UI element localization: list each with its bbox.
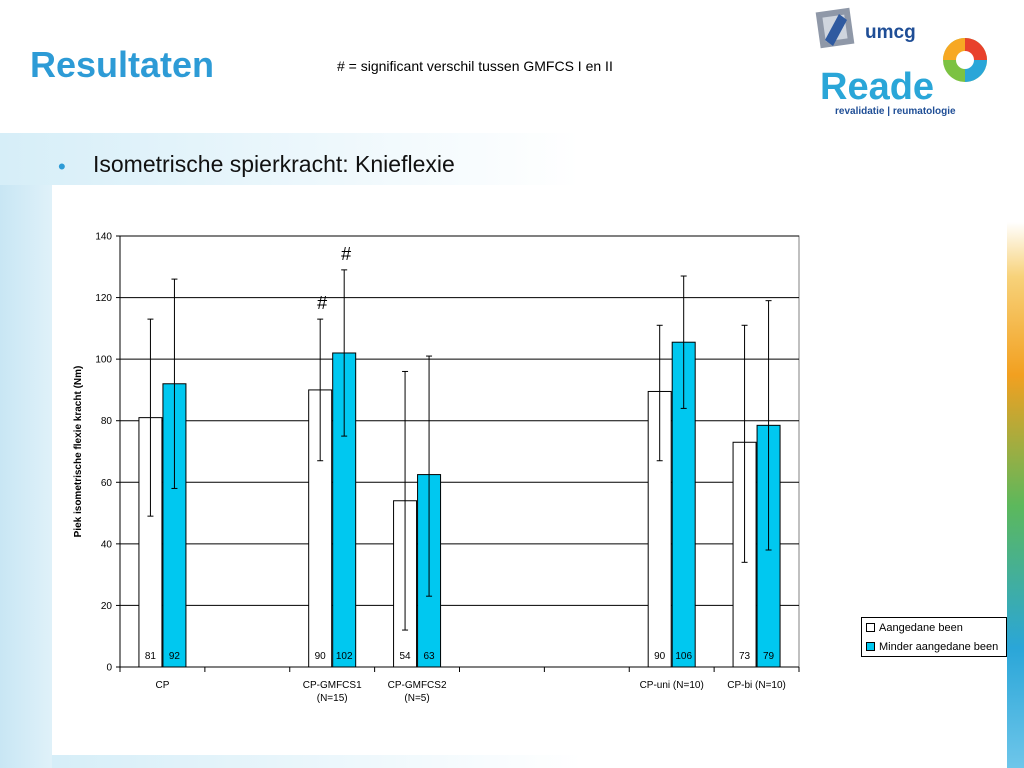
legend-item-aangedane: Aangedane been — [866, 622, 963, 634]
bar-chart: 0 20 40 60 80 100 120 140 CP CP-GMFCS1 (N=15) CP-GM… — [73, 232, 800, 704]
data-label: 102 — [336, 651, 353, 662]
x-tick-label: CP-GMFCS1 — [303, 680, 362, 691]
x-tick-label: (N=5) — [404, 693, 429, 704]
x-tick-label: CP-GMFCS2 — [388, 680, 447, 691]
y-tick-label: 140 — [95, 232, 112, 243]
data-label: 106 — [675, 651, 692, 662]
slide-title: Resultaten — [30, 44, 215, 85]
data-label: 81 — [145, 651, 157, 662]
legend-item-minder: Minder aangedane been — [866, 641, 998, 653]
y-tick-label: 100 — [95, 355, 112, 366]
data-label: 79 — [763, 651, 775, 662]
reade-wordmark: Reade — [820, 66, 934, 108]
bullet-band — [0, 133, 580, 185]
y-tick-label: 20 — [101, 601, 113, 612]
legend-label-aangedane: Aangedane been — [879, 622, 963, 634]
bottom-decor-strip — [52, 754, 582, 768]
reade-umcg-logo: umcg Reade revalidatie | reumatologie — [815, 7, 987, 117]
x-tick-label: (N=15) — [317, 693, 348, 704]
significance-mark: # — [341, 244, 351, 264]
chart-panel: 0 20 40 60 80 100 120 140 CP CP-GMFCS1 (N=15) CP-GM… — [52, 185, 1007, 755]
significance-mark: # — [317, 293, 327, 313]
x-tick-label: CP-uni (N=10) — [640, 680, 704, 691]
y-axis-title: Piek isometrische flexie kracht (Nm) — [73, 366, 84, 538]
legend-swatch-minder — [866, 641, 875, 651]
x-tick-label: CP-bi (N=10) — [727, 680, 786, 691]
y-tick-label: 0 — [106, 663, 112, 674]
y-tick-label: 80 — [101, 416, 113, 427]
chart-legend: Aangedane been Minder aangedane been — [861, 617, 1007, 657]
data-label: 63 — [424, 651, 436, 662]
significance-note: # = significant verschil tussen GMFCS I … — [337, 58, 613, 74]
bullet-text: Isometrische spierkracht: Knieflexie — [93, 151, 455, 177]
y-tick-label: 40 — [101, 539, 113, 550]
data-label: 92 — [169, 651, 181, 662]
umcg-emblem-icon — [815, 7, 855, 49]
reade-tagline: revalidatie | reumatologie — [835, 106, 956, 117]
umcg-wordmark: umcg — [865, 22, 916, 43]
data-label: 54 — [400, 651, 412, 662]
bullet-marker: • — [58, 154, 66, 179]
data-label: 90 — [315, 651, 327, 662]
plot-area — [119, 235, 800, 668]
y-tick-label: 120 — [95, 293, 112, 304]
legend-swatch-aangedane — [866, 622, 875, 632]
data-label: 90 — [654, 651, 666, 662]
left-decor-band — [0, 133, 60, 768]
right-color-stripe — [1007, 222, 1024, 768]
data-label: 73 — [739, 651, 751, 662]
y-tick-label: 60 — [101, 478, 113, 489]
legend-label-minder: Minder aangedane been — [879, 641, 999, 653]
x-tick-label: CP — [155, 680, 169, 691]
reade-swirl-icon — [943, 38, 987, 82]
